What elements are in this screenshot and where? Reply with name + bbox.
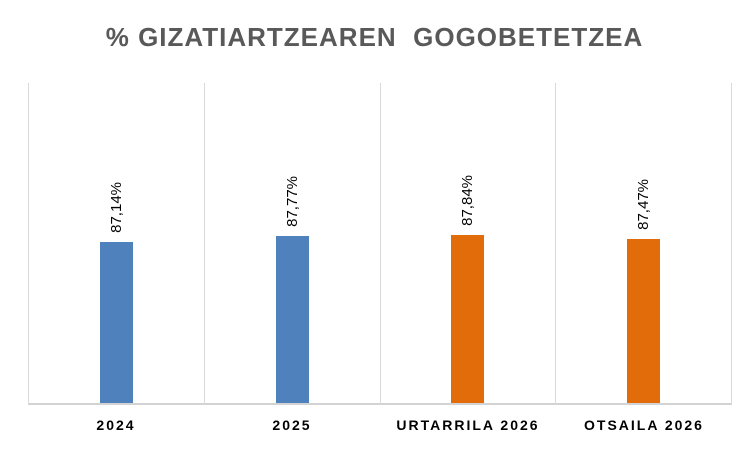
plot-area: 87,14% 87,77% 87,84% 87,47% [28,83,732,405]
x-axis-label-2024: 2024 [96,417,136,433]
category-column-2025: 87,77% [205,83,381,403]
chart-title: % GIZATIARTZEAREN GOGOBETETZEA [105,22,644,52]
data-label-urtarrila-2026: 87,84% [459,175,477,227]
x-axis-label-2025: 2025 [272,417,312,433]
bar-otsaila-2026 [627,238,661,403]
x-axis-label-urtarrila-2026: URTARRILA 2026 [396,417,540,433]
category-column-urtarrila-2026: 87,84% [381,83,557,403]
x-axis-label-otsaila-2026: OTSAILA 2026 [584,417,704,433]
bar-urtarrila-2026 [451,235,485,403]
bar-2025 [275,235,309,403]
category-column-2024: 87,14% [29,83,205,403]
category-axis: 2024 2025 URTARRILA 2026 OTSAILA 2026 [28,417,732,433]
data-label-2025: 87,77% [283,175,301,227]
data-label-otsaila-2026: 87,47% [635,178,653,230]
data-label-2024: 87,14% [107,181,125,233]
category-column-otsaila-2026: 87,47% [556,83,732,403]
bar-2024 [99,241,133,403]
